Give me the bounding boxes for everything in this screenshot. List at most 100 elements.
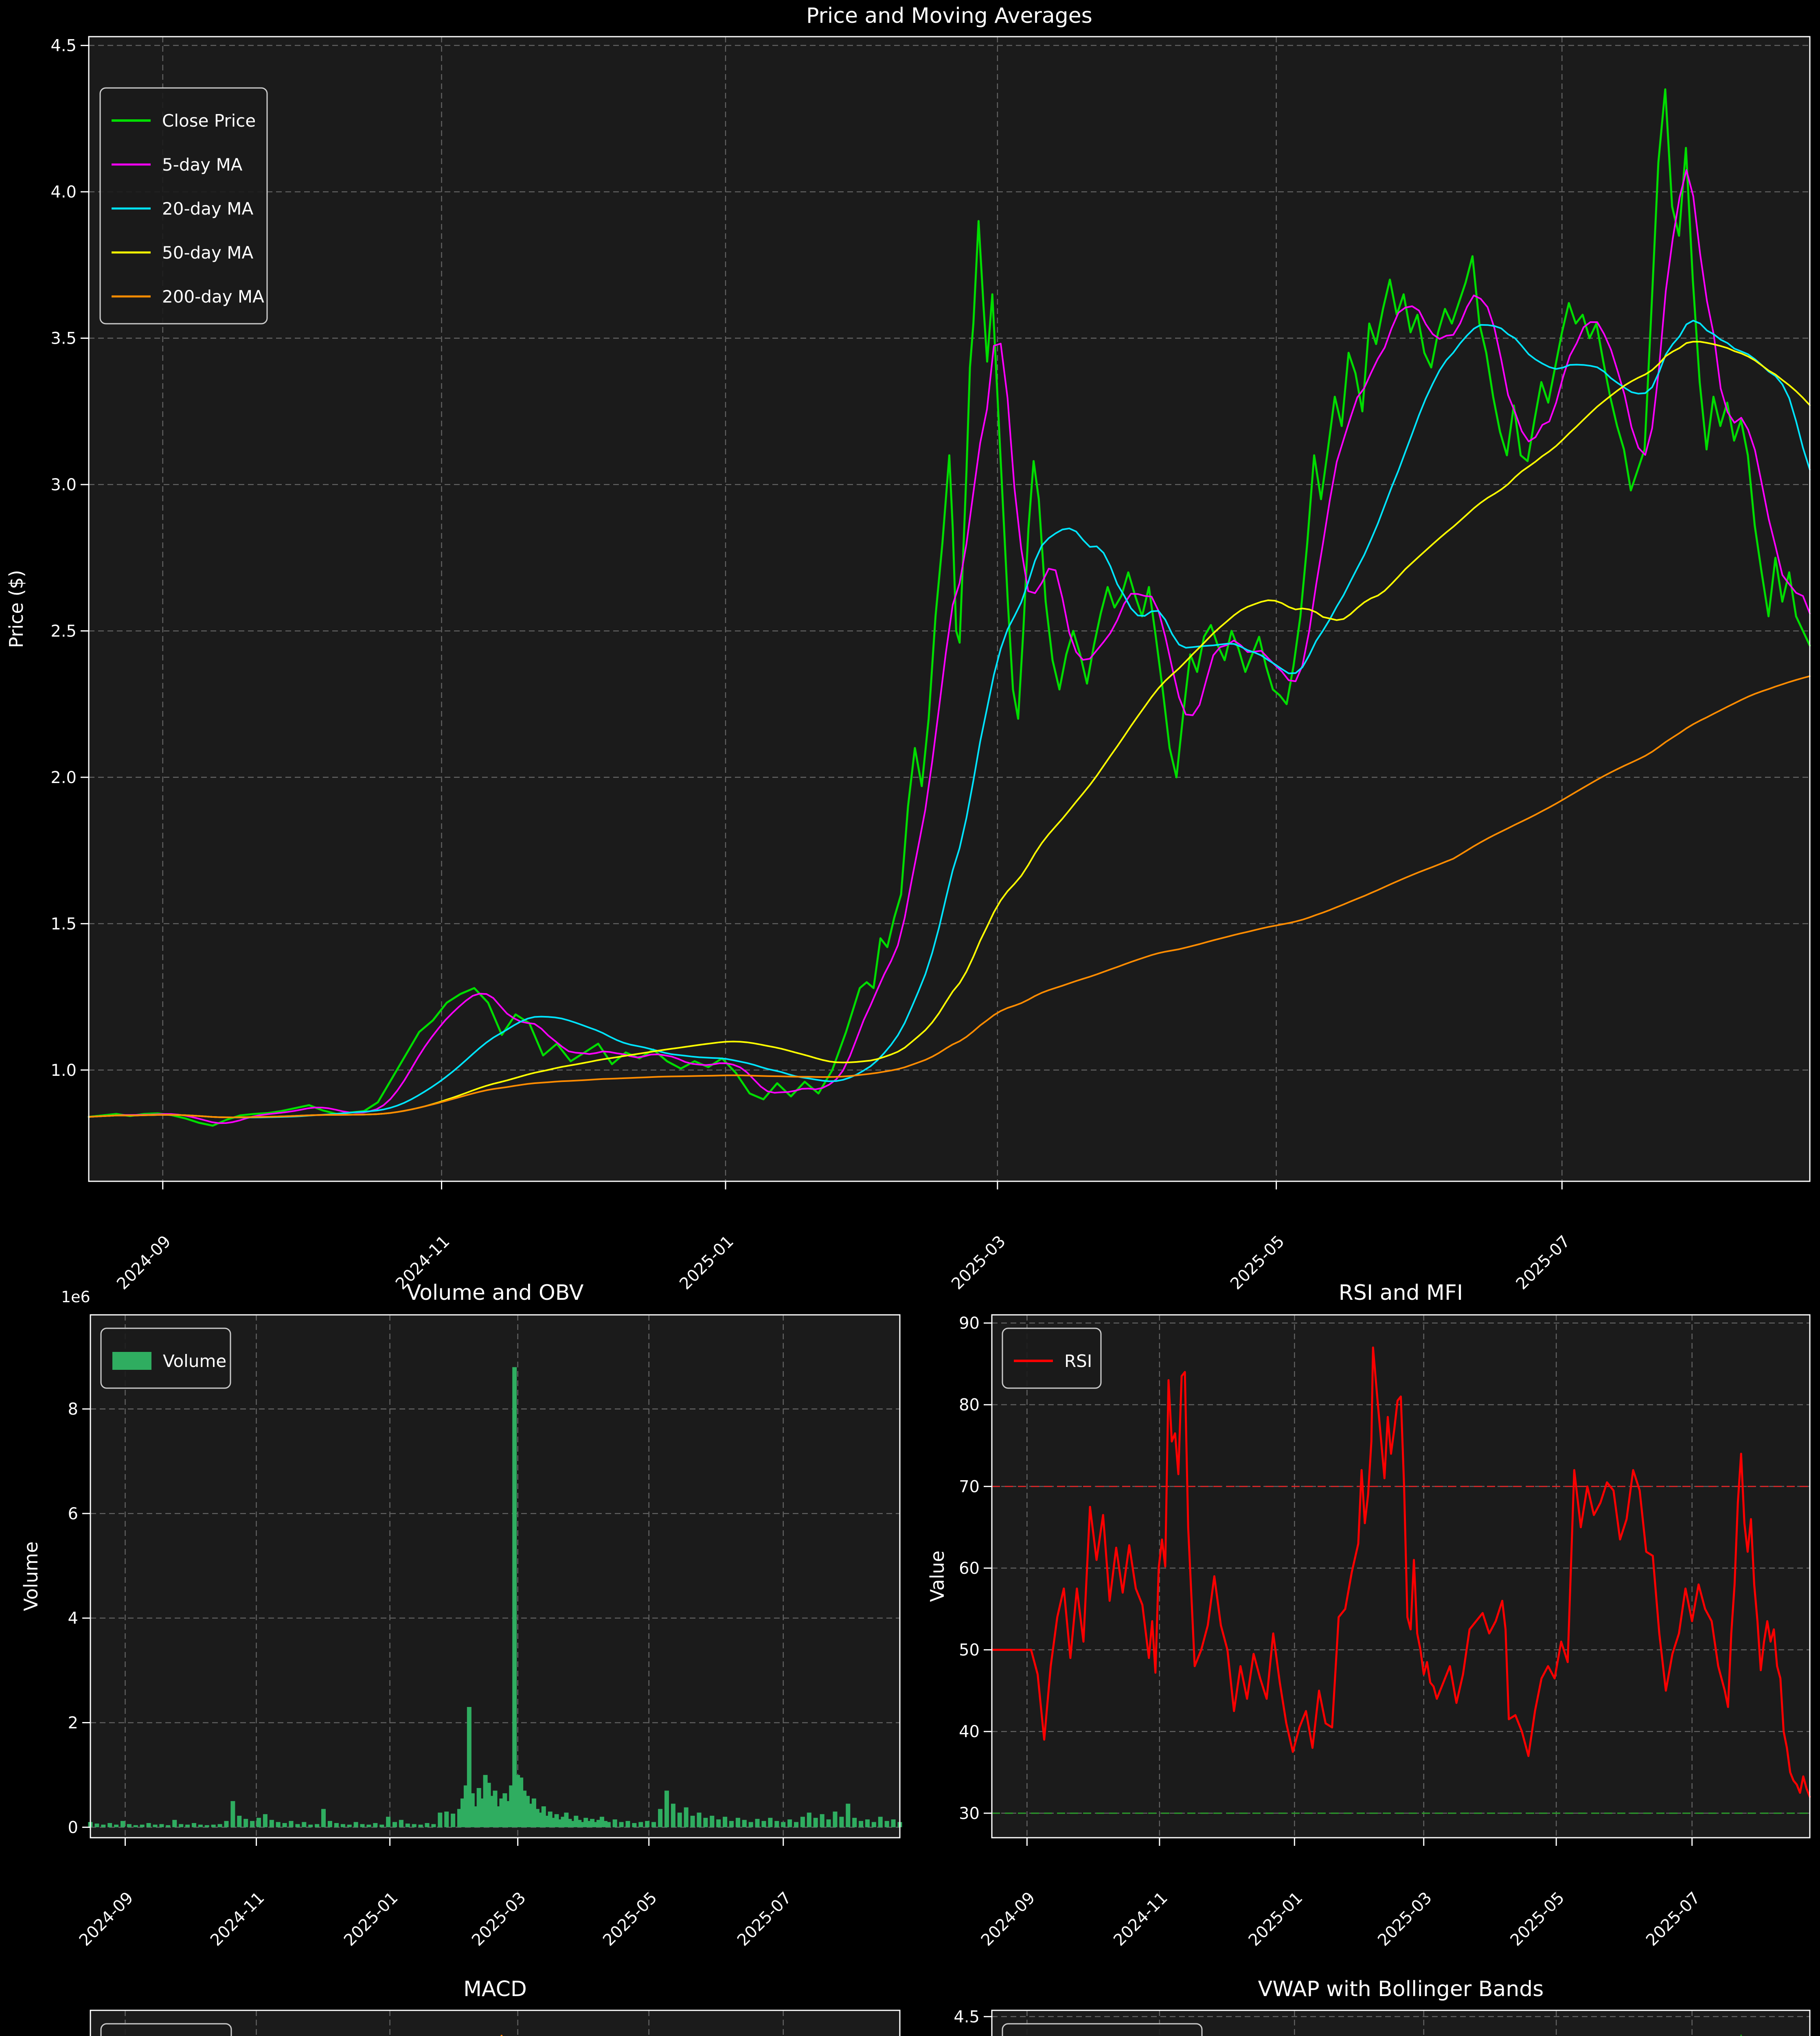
volume-bar bbox=[393, 1822, 397, 1828]
legend-swatch-patch bbox=[112, 1352, 151, 1370]
volume-bar bbox=[710, 1816, 715, 1828]
volume-bar bbox=[729, 1821, 734, 1828]
legend-box bbox=[100, 1327, 231, 1389]
volume-bar bbox=[891, 1819, 896, 1828]
volume-bar bbox=[599, 1817, 604, 1828]
y-tick-label: 1.5 bbox=[50, 915, 77, 933]
volume-bar bbox=[865, 1819, 870, 1828]
volume-bar bbox=[787, 1819, 792, 1828]
volume-bar bbox=[590, 1819, 595, 1828]
chart-title: Volume and OBV bbox=[407, 1281, 584, 1305]
volume-bar bbox=[217, 1824, 222, 1828]
volume-bar bbox=[204, 1825, 209, 1828]
volume-bar bbox=[519, 1777, 524, 1828]
volume-bar bbox=[480, 1798, 485, 1828]
chart-title: MACD bbox=[463, 1977, 527, 2001]
volume-bar bbox=[321, 1809, 326, 1828]
legend-box bbox=[100, 2023, 232, 2036]
volume-bar bbox=[871, 1822, 876, 1828]
volume-bar bbox=[353, 1822, 358, 1828]
volume-bar bbox=[418, 1824, 423, 1828]
volume-bar bbox=[114, 1824, 119, 1828]
volume-bar bbox=[463, 1785, 468, 1828]
volume-bar bbox=[192, 1823, 196, 1828]
y-tick-label: 1.0 bbox=[50, 1061, 77, 1080]
volume-bar bbox=[302, 1822, 307, 1828]
volume-bar bbox=[506, 1801, 511, 1828]
spines bbox=[991, 1314, 1811, 1839]
volume-bar bbox=[761, 1821, 766, 1828]
chart-title: RSI and MFI bbox=[1339, 1281, 1463, 1305]
volume-bar bbox=[884, 1821, 889, 1828]
legend-label: 50-day MA bbox=[162, 243, 253, 263]
volume-bar bbox=[457, 1809, 462, 1828]
legend-box bbox=[99, 87, 268, 325]
volume-bar bbox=[405, 1823, 410, 1828]
plot-area bbox=[90, 1315, 900, 1838]
y-tick-label: 30 bbox=[959, 1804, 980, 1823]
y-tick-label: 3.0 bbox=[50, 476, 77, 494]
series-5-day-ma bbox=[88, 169, 1811, 1124]
legend-item: Volume bbox=[112, 1351, 226, 1371]
volume-bar bbox=[612, 1819, 617, 1828]
volume-bar bbox=[596, 1820, 601, 1828]
legend: MACDSignal bbox=[100, 2023, 232, 2036]
volume-bar bbox=[483, 1775, 488, 1828]
volume-bar bbox=[583, 1818, 588, 1828]
volume-bar bbox=[525, 1796, 530, 1828]
y-tick-label: 2.5 bbox=[50, 622, 77, 641]
volume-bar bbox=[121, 1821, 125, 1828]
volume-bar bbox=[211, 1824, 216, 1828]
volume-bars bbox=[88, 1367, 902, 1828]
volume-bar bbox=[493, 1790, 498, 1828]
volume-bar bbox=[512, 1367, 517, 1828]
y-tick-label: 80 bbox=[959, 1396, 980, 1415]
y-axis-label: Price ($) bbox=[5, 570, 27, 648]
legend-label: 5-day MA bbox=[162, 155, 243, 175]
plot-area bbox=[992, 1315, 1810, 1838]
volume-bar bbox=[603, 1821, 607, 1828]
legend-label: Volume bbox=[163, 1351, 226, 1371]
volume-bar bbox=[645, 1821, 650, 1828]
y-axis-label: Volume bbox=[20, 1541, 42, 1611]
volume-bar bbox=[185, 1824, 190, 1828]
volume-bar bbox=[580, 1822, 585, 1828]
volume-bar bbox=[781, 1822, 786, 1828]
volume-bar bbox=[334, 1823, 339, 1828]
volume-bar bbox=[315, 1824, 320, 1828]
legend-item: 200-day MA bbox=[112, 287, 264, 307]
volume-bar bbox=[846, 1803, 851, 1828]
volume-bar bbox=[561, 1817, 566, 1828]
volume-bar bbox=[606, 1822, 611, 1828]
volume-bar bbox=[554, 1814, 559, 1828]
volume-bar bbox=[826, 1819, 831, 1828]
volume-bar bbox=[386, 1817, 391, 1828]
volume-bar bbox=[179, 1824, 184, 1828]
volume-bar bbox=[535, 1809, 539, 1828]
volume-bar bbox=[499, 1798, 504, 1828]
y-tick-label: 2.0 bbox=[50, 768, 77, 787]
volume-bar bbox=[308, 1824, 313, 1828]
volume-bar bbox=[263, 1814, 268, 1828]
volume-bar bbox=[509, 1785, 514, 1828]
volume-bar bbox=[224, 1821, 229, 1828]
volume-bar bbox=[528, 1803, 533, 1828]
y-tick-label: 4 bbox=[68, 1609, 78, 1628]
volume-bar bbox=[522, 1790, 527, 1828]
volume-bar bbox=[476, 1788, 481, 1828]
legend-box bbox=[1002, 2023, 1203, 2036]
y-tick-label: 4.0 bbox=[50, 183, 77, 202]
volume-bar bbox=[153, 1824, 158, 1828]
volume-bar bbox=[295, 1824, 300, 1828]
legend-item: 50-day MA bbox=[112, 243, 253, 263]
volume-bar bbox=[373, 1823, 378, 1828]
volume-bar bbox=[878, 1817, 883, 1828]
chart-title: Price and Moving Averages bbox=[806, 4, 1092, 28]
volume-bar bbox=[366, 1824, 371, 1828]
spines bbox=[88, 36, 1811, 1182]
legend-box bbox=[1002, 1327, 1102, 1389]
volume-bar bbox=[593, 1822, 598, 1828]
series-close-price bbox=[88, 88, 1811, 1127]
